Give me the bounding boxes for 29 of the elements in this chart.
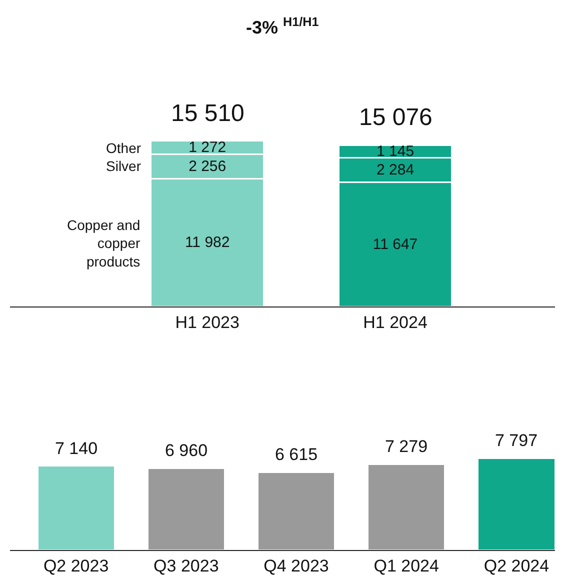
x-tick-label: Q3 2023 [154,556,219,576]
x-tick-label: H1 2023 [175,313,240,332]
data-label: 11 647 [372,236,418,253]
chart-title: -3% $^{H1/H1}$ [246,15,319,38]
x-tick-label: Q4 2023 [264,556,329,576]
data-label: 6 960 [165,441,208,460]
x-tick-label: H1 2024 [363,313,428,332]
bar [146,467,226,550]
data-label: 6 615 [275,445,318,464]
x-tick-label: Q1 2024 [374,556,439,576]
x-tick-label: Q2 2023 [43,556,109,576]
series-label: Other [106,140,142,156]
x-tick-label: Q2 2024 [484,556,550,576]
bar [256,471,336,550]
series-label: Silver [106,158,142,174]
series-label: Copper and copper products [67,217,141,270]
total-label: 15 076 [359,104,432,131]
data-label: 11 982 [184,234,230,252]
data-label: 2 256 [188,158,226,175]
total-label: 15 510 [171,100,244,127]
data-label: 7 279 [385,437,428,456]
bar [36,465,116,550]
data-label: 2 284 [376,161,414,178]
data-label: 1 145 [376,143,414,160]
data-label: 1 272 [188,139,226,156]
bar [367,464,446,550]
data-label: 7 140 [55,439,98,458]
bar [477,457,555,550]
data-label: 7 797 [495,431,538,450]
